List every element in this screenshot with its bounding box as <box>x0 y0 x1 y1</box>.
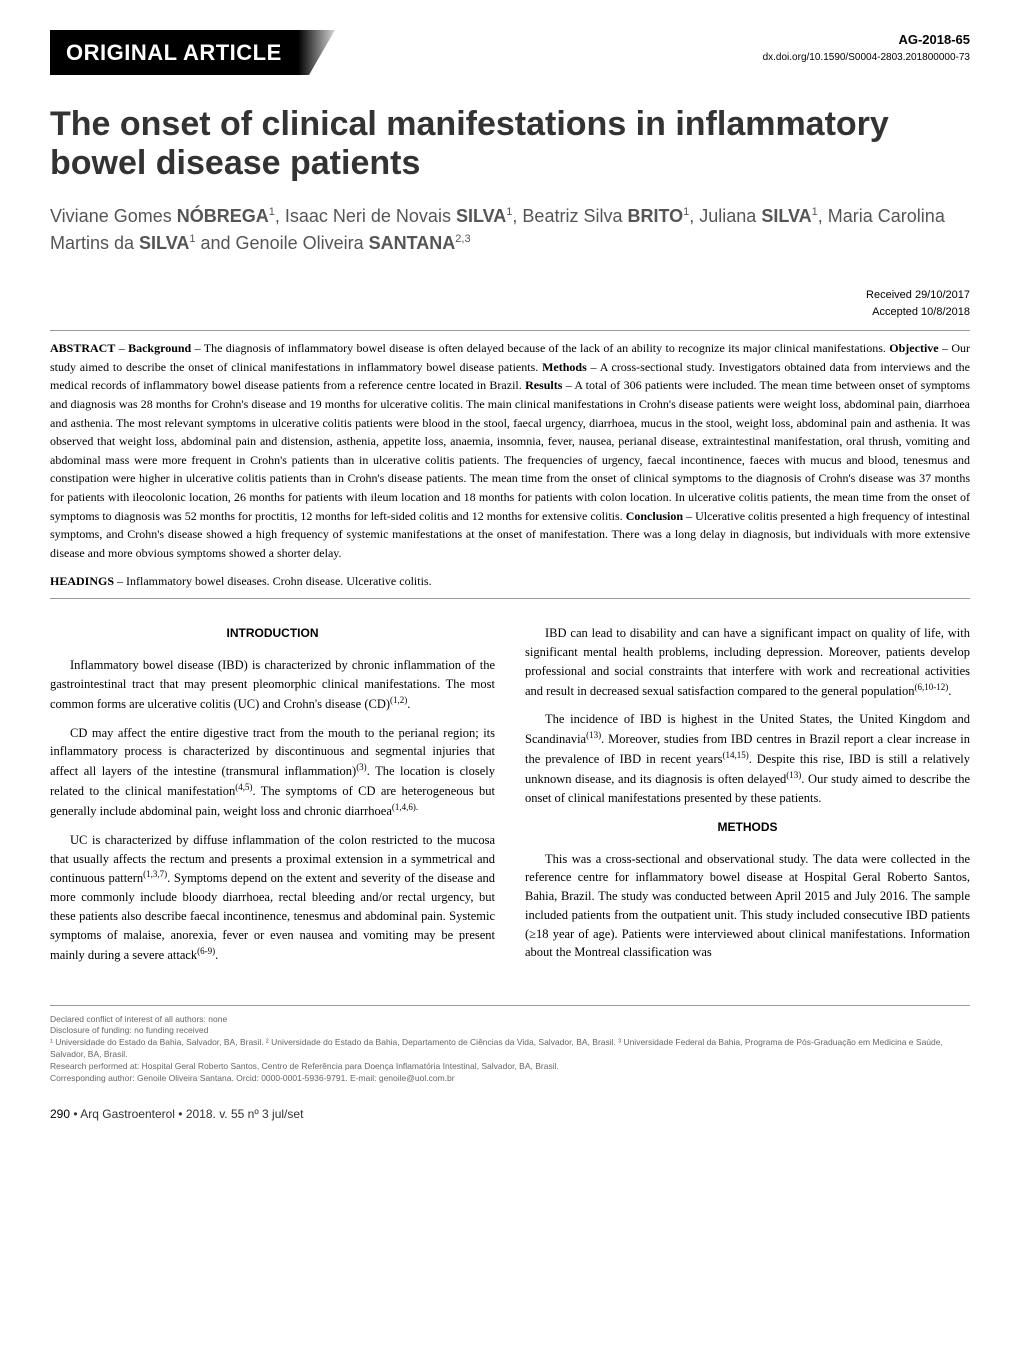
received-date: Received 29/10/2017 <box>50 287 970 304</box>
conflict: Declared conflict of interest of all aut… <box>50 1014 970 1026</box>
corresponding: Corresponding author: Genoile Oliveira S… <box>50 1073 970 1085</box>
intro-p3: UC is characterized by diffuse inflammat… <box>50 831 495 965</box>
divider <box>50 598 970 599</box>
footer-notes: Declared conflict of interest of all aut… <box>50 1005 970 1085</box>
intro-heading: INTRODUCTION <box>50 624 495 642</box>
article-id: AG-2018-65 <box>763 30 970 50</box>
doi: dx.doi.org/10.1590/S0004-2803.201800000-… <box>763 50 970 65</box>
page-footer: 290 • Arq Gastroenterol • 2018. v. 55 nº… <box>50 1105 970 1123</box>
background-label: Background <box>128 341 191 355</box>
headings-label: HEADINGS <box>50 574 114 588</box>
page-number: 290 <box>50 1107 70 1121</box>
methods-label: Methods <box>542 360 587 374</box>
affiliations: ¹ Universidade do Estado da Bahia, Salva… <box>50 1037 970 1061</box>
conclusion-label: Conclusion <box>626 509 683 523</box>
headings: HEADINGS – Inflammatory bowel diseases. … <box>50 572 970 590</box>
background-text: The diagnosis of inflammatory bowel dise… <box>204 341 886 355</box>
intro-p4: IBD can lead to disability and can have … <box>525 624 970 700</box>
abstract: ABSTRACT – Background – The diagnosis of… <box>50 339 970 562</box>
intro-p1: Inflammatory bowel disease (IBD) is char… <box>50 656 495 713</box>
headings-text: Inflammatory bowel diseases. Crohn disea… <box>126 574 432 588</box>
section-label: ORIGINAL ARTICLE <box>50 30 342 75</box>
header-right: AG-2018-65 dx.doi.org/10.1590/S0004-2803… <box>763 30 970 65</box>
right-column: IBD can lead to disability and can have … <box>525 624 970 974</box>
methods-p1: This was a cross-sectional and observati… <box>525 850 970 963</box>
intro-p2: CD may affect the entire digestive tract… <box>50 724 495 821</box>
bullet: • <box>73 1107 77 1121</box>
divider <box>50 330 970 331</box>
abstract-label: ABSTRACT <box>50 341 115 355</box>
research-site: Research performed at: Hospital Geral Ro… <box>50 1061 970 1073</box>
authors: Viviane Gomes NÓBREGA1, Isaac Neri de No… <box>50 203 970 257</box>
methods-heading: METHODS <box>525 818 970 836</box>
left-column: INTRODUCTION Inflammatory bowel disease … <box>50 624 495 974</box>
funding: Disclosure of funding: no funding receiv… <box>50 1025 970 1037</box>
header-bar: ORIGINAL ARTICLE AG-2018-65 dx.doi.org/1… <box>50 30 970 75</box>
article-title: The onset of clinical manifestations in … <box>50 105 970 183</box>
results-label: Results <box>525 378 562 392</box>
objective-label: Objective <box>889 341 938 355</box>
accepted-date: Accepted 10/8/2018 <box>50 304 970 321</box>
results-text: A total of 306 patients were included. T… <box>50 378 970 522</box>
dates: Received 29/10/2017 Accepted 10/8/2018 <box>50 287 970 320</box>
journal-info: Arq Gastroenterol • 2018. v. 55 nº 3 jul… <box>80 1107 303 1121</box>
intro-p5: The incidence of IBD is highest in the U… <box>525 710 970 807</box>
body-columns: INTRODUCTION Inflammatory bowel disease … <box>50 624 970 974</box>
